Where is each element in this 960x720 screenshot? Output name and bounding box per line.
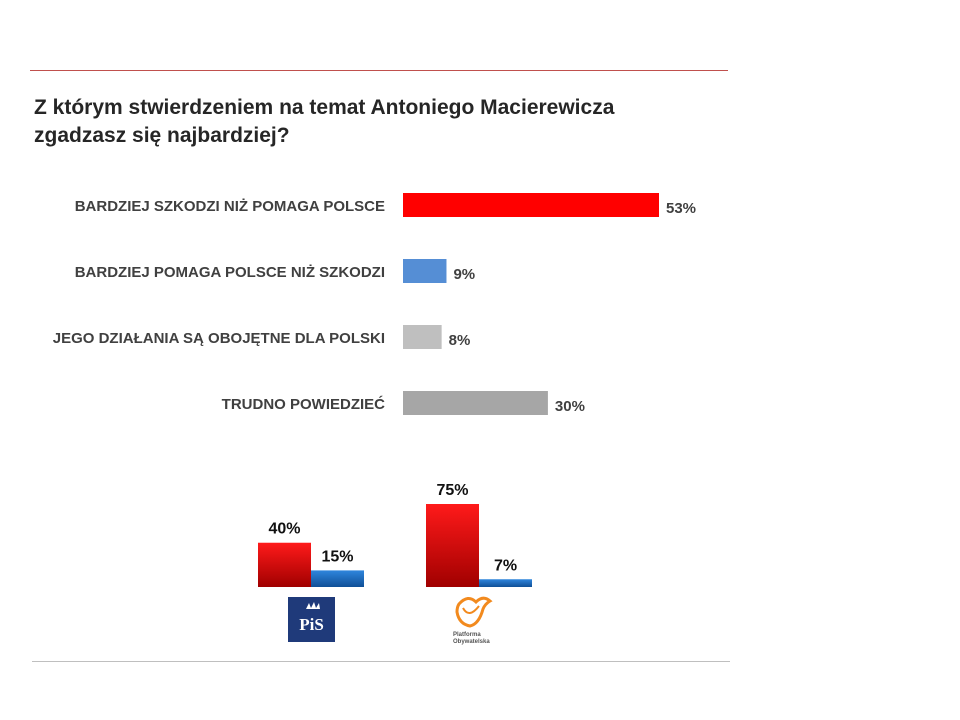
title-line-2: zgadzasz się najbardziej?: [34, 124, 290, 147]
category-label: JEGO DZIAŁANIA SĄ OBOJĘTNE DLA POLSKI: [53, 330, 385, 347]
po-logo: Platforma Obywatelska: [445, 592, 507, 646]
party-bar: [479, 579, 532, 587]
data-label: 30%: [555, 398, 585, 415]
bar: [403, 391, 548, 415]
pis-logo-text: PiS: [299, 615, 324, 634]
party-bar: [426, 504, 479, 587]
party-data-label: 75%: [436, 482, 468, 499]
top-divider: [30, 70, 728, 71]
data-label: 9%: [453, 266, 475, 283]
party-data-label: 7%: [494, 557, 517, 574]
bottom-divider: [32, 661, 730, 662]
po-logo-line2: Obywatelska: [453, 639, 490, 645]
category-label: TRUDNO POWIEDZIEĆ: [222, 395, 385, 413]
bar: [403, 193, 659, 217]
po-logo-line1: Platforma: [453, 632, 481, 638]
category-label: BARDZIEJ POMAGA POLSCE NIŻ SZKODZI: [75, 264, 385, 281]
party-bar: [258, 542, 311, 587]
party-bar: [311, 570, 364, 587]
bar: [403, 325, 442, 349]
bar: [403, 259, 447, 283]
category-label: BARDZIEJ SZKODZI NIŻ POMAGA POLSCE: [75, 198, 385, 215]
data-label: 53%: [666, 200, 696, 217]
data-label: 8%: [449, 332, 471, 349]
party-data-label: 40%: [268, 521, 300, 538]
pis-logo: PiS: [288, 597, 335, 642]
party-data-label: 15%: [321, 548, 353, 565]
title-line-1: Z którym stwierdzeniem na temat Antonieg…: [34, 96, 615, 119]
chart-title: Z którym stwierdzeniem na temat Antonieg…: [34, 94, 694, 150]
